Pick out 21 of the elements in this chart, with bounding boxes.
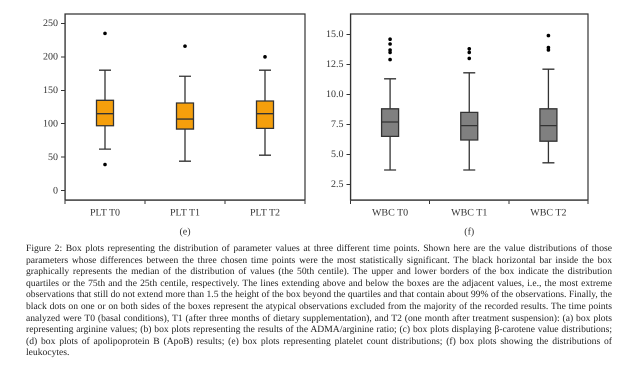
x-axis-title: (f): [464, 226, 474, 238]
y-tick-label: 2.5: [331, 179, 344, 190]
x-tick-label: WBC T1: [451, 208, 488, 219]
y-tick-label: 15.0: [326, 29, 344, 40]
x-tick-label: PLT T0: [90, 208, 120, 219]
y-tick-label: 250: [43, 18, 58, 29]
x-tick-label: WBC T0: [372, 208, 408, 219]
x-tick-label: WBC T2: [530, 208, 567, 219]
y-tick-label: 10.0: [326, 89, 344, 100]
y-tick-label: 100: [43, 118, 58, 130]
y-tick-label: 7.5: [331, 119, 344, 130]
y-tick-label: 200: [43, 51, 58, 62]
x-tick-label: PLT T2: [250, 208, 280, 219]
y-tick-label: 5.0: [331, 149, 344, 160]
x-axis-title: (e): [179, 226, 191, 238]
y-tick-label: 50: [48, 152, 58, 163]
text: Figure 2: Box plots representing the distribution of parameter values at three different time points. Shown here are the value distributions of those parameters whose differences between the three chosen time points were the most statistically significant. The black horizontal bar inside the box graphically represents the median of the distribution of values (the 50th centile). The upper and lower borders of the box indicate the distribution quartiles or the 75th and the 25th centile, respectively. The lines extending above and below the boxes are the adjacent values, i.e., the most extreme observations that still do not extend more than 1.5 the height of the box beyond the quartiles and that contain about 99% of the observations. Finally, the black dots on one or on both sides of the boxes represent the atypical observations excluded from the majority of the recorded results. The time points analyzed were T0 (basal conditions), T1 (after three months of dietary supplementation), and T2 (one month after treatment suspension): (a) box plots representing arginine values; (b) box plots representing the results of the ADMA/arginine ratio; (c) box plots displaying β-carotene value distributions; (d) box plots of apolipoprotein B (ApoB) results; (e) box plots representing platelet count distributions; (f) box plots showing the distributions of leukocytes.: [26, 243, 612, 358]
y-tick-label: 0: [53, 185, 58, 196]
y-tick-label: 150: [43, 84, 58, 96]
y-tick-label: 12.5: [326, 59, 344, 70]
x-tick-label: PLT T1: [170, 208, 200, 219]
